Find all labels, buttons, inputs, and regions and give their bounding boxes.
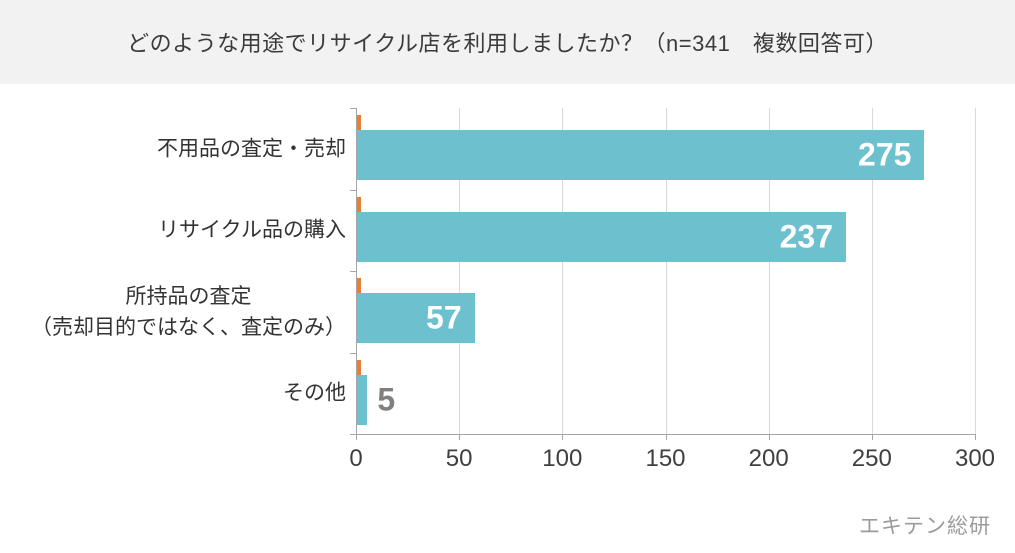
chart-header: どのような用途でリサイクル店を利用しましたか？（n=341 複数回答可） <box>0 0 1015 84</box>
x-axis-tick <box>459 434 461 440</box>
gridline <box>459 108 461 434</box>
source-credit: エキテン総研 <box>859 515 991 538</box>
y-axis-line <box>356 108 357 434</box>
x-axis-tick <box>871 434 873 440</box>
gridline <box>975 108 976 434</box>
x-tick-label: 0 <box>349 445 363 472</box>
bar-value-label: 237 <box>779 218 833 254</box>
y-axis-tick <box>350 271 356 272</box>
y-axis-tick <box>350 352 356 354</box>
bar <box>357 293 475 343</box>
x-tick-label: 150 <box>645 445 686 472</box>
x-axis-tick <box>562 434 564 440</box>
gridline <box>665 108 667 434</box>
category-label: 不用品の査定・売却 <box>157 137 346 161</box>
x-tick-label: 300 <box>954 445 996 472</box>
x-tick-label: 100 <box>542 445 583 472</box>
gridline <box>562 108 564 434</box>
gridline <box>768 108 770 434</box>
x-axis-tick <box>665 434 667 440</box>
y-axis-tick <box>350 434 356 435</box>
y-axis-tick <box>350 189 356 191</box>
y-axis-tick <box>350 108 356 109</box>
bar-value-label: 57 <box>426 299 462 336</box>
bar-value-label: 5 <box>377 381 396 417</box>
bar <box>357 130 925 180</box>
bar <box>357 374 368 425</box>
category-label: リサイクル品の購入 <box>158 218 346 242</box>
gridline <box>871 108 873 434</box>
category-label: その他 <box>283 381 346 405</box>
x-axis-tick <box>356 434 357 440</box>
x-tick-label: 250 <box>851 445 892 472</box>
bar <box>357 211 846 262</box>
bar-value-label: 275 <box>858 136 912 173</box>
x-axis-tick <box>975 434 976 440</box>
x-tick-label: 200 <box>748 445 789 472</box>
chart-title: どのような用途でリサイクル店を利用しましたか？（n=341 複数回答可） <box>127 31 888 56</box>
category-label: 所持品の査定 （売却目的ではなく、査定のみ） <box>31 284 346 339</box>
x-axis-tick <box>768 434 770 440</box>
x-tick-label: 50 <box>445 445 473 472</box>
